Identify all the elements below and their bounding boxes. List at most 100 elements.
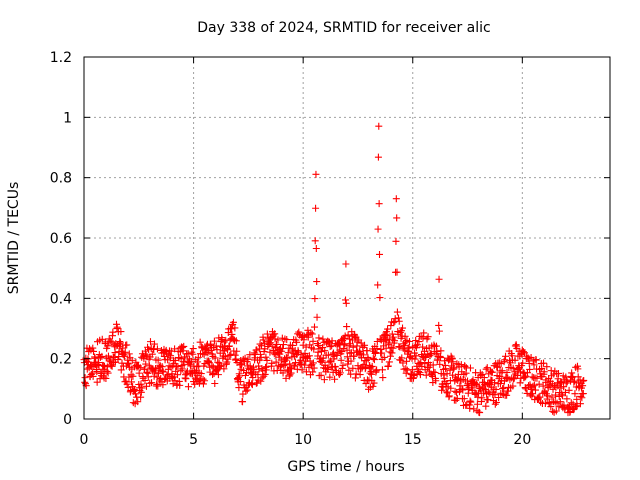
data-point: [565, 386, 573, 394]
data-point: [312, 204, 320, 212]
data-point: [259, 367, 267, 375]
data-point: [312, 170, 320, 178]
data-point: [309, 359, 317, 367]
data-point: [256, 350, 264, 358]
data-point: [136, 364, 144, 372]
data-point: [359, 351, 367, 359]
data-point: [263, 330, 271, 338]
data-point: [153, 380, 161, 388]
data-point: [480, 374, 488, 382]
data-point: [236, 377, 244, 385]
data-point: [178, 365, 186, 373]
data-point: [529, 382, 537, 390]
data-point: [257, 377, 265, 385]
data-point: [344, 331, 352, 339]
data-point: [382, 344, 390, 352]
data-point: [184, 350, 192, 358]
data-point: [125, 360, 133, 368]
data-point: [466, 397, 474, 405]
data-point: [259, 336, 267, 344]
data-point: [114, 356, 122, 364]
data-point: [279, 369, 287, 377]
data-point: [369, 354, 377, 362]
data-point: [241, 372, 249, 380]
data-point: [543, 363, 551, 371]
data-point: [269, 331, 277, 339]
data-point: [477, 372, 485, 380]
data-point: [363, 347, 371, 355]
data-point: [310, 364, 318, 372]
data-point: [310, 345, 318, 353]
data-point: [362, 380, 370, 388]
data-point: [199, 350, 207, 358]
data-point: [466, 364, 474, 372]
data-point: [437, 347, 445, 355]
data-point: [308, 330, 316, 338]
data-point: [560, 401, 568, 409]
data-point: [137, 380, 145, 388]
data-point: [525, 359, 533, 367]
data-point: [524, 354, 532, 362]
data-point: [209, 371, 217, 379]
data-point: [106, 337, 114, 345]
data-point: [81, 374, 89, 382]
data-point: [421, 360, 429, 368]
data-point: [108, 362, 116, 370]
data-point: [307, 329, 315, 337]
data-point: [311, 295, 319, 303]
data-point: [349, 343, 357, 351]
data-point: [450, 364, 458, 372]
data-point: [533, 374, 541, 382]
data-point: [150, 346, 158, 354]
data-point: [174, 371, 182, 379]
data-point: [243, 386, 251, 394]
data-point: [390, 319, 398, 327]
data-point: [298, 366, 306, 374]
data-point: [93, 368, 101, 376]
data-point: [323, 364, 331, 372]
data-point: [433, 347, 441, 355]
data-point: [89, 344, 97, 352]
data-point: [343, 353, 351, 361]
data-point: [142, 351, 150, 359]
data-point: [138, 384, 146, 392]
data-point: [573, 395, 581, 403]
data-point: [129, 399, 137, 407]
data-point: [211, 379, 219, 387]
data-point: [117, 339, 125, 347]
x-tick-label: 15: [404, 432, 422, 448]
data-point: [442, 388, 450, 396]
data-point: [127, 378, 135, 386]
data-point: [475, 383, 483, 391]
data-point: [159, 381, 167, 389]
data-point: [189, 345, 197, 353]
data-point: [231, 324, 239, 332]
data-point: [391, 315, 399, 323]
data-point: [509, 382, 517, 390]
data-point: [271, 335, 279, 343]
data-point: [227, 350, 235, 358]
data-point: [393, 268, 401, 276]
data-point: [375, 200, 383, 208]
data-point: [491, 400, 499, 408]
data-point: [121, 352, 129, 360]
data-point: [142, 360, 150, 368]
data-point: [286, 371, 294, 379]
data-point: [431, 368, 439, 376]
data-point: [379, 374, 387, 382]
x-tick-label: 5: [189, 432, 198, 448]
data-point: [180, 342, 188, 350]
data-point: [262, 353, 270, 361]
data-point: [446, 366, 454, 374]
data-point: [526, 365, 534, 373]
data-point: [335, 371, 343, 379]
data-point: [519, 348, 527, 356]
data-point: [435, 275, 443, 283]
x-tick-label: 0: [80, 432, 89, 448]
data-point: [232, 355, 240, 363]
data-point: [453, 388, 461, 396]
data-point: [420, 329, 428, 337]
data-point: [579, 377, 587, 385]
data-point: [167, 352, 175, 360]
data-point: [576, 376, 584, 384]
